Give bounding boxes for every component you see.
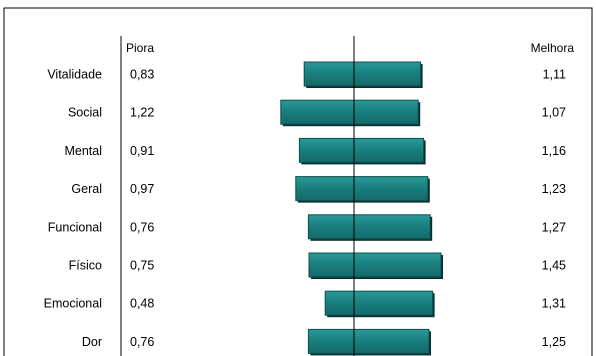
chart-row: Físico 0,75 1,45 — [69, 252, 566, 279]
header-piora: Piora — [126, 41, 154, 55]
bar-piora — [307, 214, 355, 240]
bar-melhora — [353, 99, 419, 125]
value-label-melhora: 1,31 — [542, 297, 566, 311]
bar-melhora — [353, 214, 431, 240]
value-label-piora: 0,83 — [130, 68, 154, 82]
category-label: Social — [68, 106, 102, 120]
bar-piora — [324, 290, 355, 316]
bar-piora — [295, 176, 355, 202]
category-label: Funcional — [48, 220, 102, 234]
value-label-piora: 0,76 — [130, 335, 154, 349]
category-label: Vitalidade — [47, 68, 102, 82]
chart-row: Funcional 0,76 1,27 — [48, 214, 566, 241]
header-melhora: Melhora — [531, 41, 575, 55]
bar-melhora — [353, 176, 429, 202]
chart-row: Emocional 0,48 1,31 — [44, 290, 566, 318]
bar-piora — [280, 99, 355, 125]
chart-row: Mental 0,91 1,16 — [64, 137, 566, 165]
bar-melhora — [353, 137, 425, 163]
value-label-piora: 1,22 — [130, 106, 154, 120]
value-label-piora: 0,91 — [130, 144, 154, 158]
chart-row: Dor 0,76 1,25 — [82, 328, 566, 356]
category-label: Físico — [69, 259, 102, 273]
bar-melhora — [353, 61, 422, 87]
chart-row: Vitalidade 0,83 1,11 — [47, 61, 566, 88]
bar-melhora — [353, 290, 434, 316]
plot-frame — [3, 7, 593, 356]
category-label: Mental — [64, 144, 102, 158]
category-label: Dor — [82, 335, 102, 349]
value-label-melhora: 1,23 — [542, 182, 566, 196]
value-label-melhora: 1,07 — [542, 106, 566, 120]
chart-row: Social 1,22 1,07 — [68, 99, 566, 127]
bar-piora — [308, 252, 355, 278]
value-label-piora: 0,75 — [130, 259, 154, 273]
value-label-melhora: 1,11 — [543, 68, 566, 82]
value-label-melhora: 1,27 — [542, 220, 566, 234]
bar-piora — [298, 137, 355, 163]
bar-piora — [307, 328, 355, 354]
value-label-piora: 0,97 — [130, 182, 154, 196]
chart-row: Geral 0,97 1,23 — [71, 176, 566, 203]
value-label-piora: 0,76 — [130, 220, 154, 234]
category-label: Geral — [71, 182, 102, 196]
value-label-piora: 0,48 — [130, 297, 154, 311]
value-label-melhora: 1,45 — [542, 259, 566, 273]
value-label-melhora: 1,16 — [542, 144, 566, 158]
bar-melhora — [353, 328, 430, 354]
value-label-melhora: 1,25 — [542, 335, 566, 349]
bar-piora — [303, 61, 355, 87]
category-label: Emocional — [44, 297, 102, 311]
bar-melhora — [353, 252, 442, 278]
